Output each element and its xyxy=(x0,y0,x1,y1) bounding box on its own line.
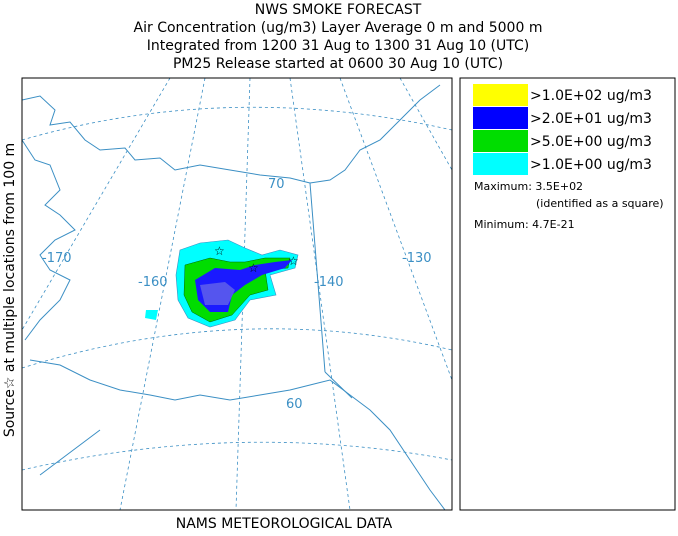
subtitle: Integrated from 1200 31 Aug to 1300 31 A… xyxy=(147,38,530,54)
legend-swatch xyxy=(473,107,528,129)
side-label: Source☆ at multiple locations from 100 m xyxy=(2,143,18,437)
map-label: 60 xyxy=(286,397,303,412)
legend-label: >5.0E+00 ug/m3 xyxy=(530,134,652,150)
legend: Maximum: 3.5E+02 (identified as a square… xyxy=(459,77,676,511)
map-label: -170 xyxy=(42,251,72,266)
map: ☆ ☆ ☆ -170 -160 -140 -130 70 60 xyxy=(21,77,453,511)
subtitle: PM25 Release started at 0600 30 Aug 10 (… xyxy=(173,56,503,72)
plume-cyan xyxy=(145,310,158,320)
header: NWS SMOKE FORECAST Air Concentration (ug… xyxy=(134,2,543,72)
map-frame xyxy=(21,77,453,511)
maximum: Maximum: 3.5E+02 xyxy=(474,180,583,193)
title: NWS SMOKE FORECAST xyxy=(255,2,422,18)
source-marker: ☆ xyxy=(248,261,259,275)
maximum-note: (identified as a square) xyxy=(536,197,664,210)
map-label: -130 xyxy=(402,251,432,266)
legend-swatch xyxy=(473,84,528,106)
legend-frame xyxy=(459,77,676,511)
legend-label: >1.0E+02 ug/m3 xyxy=(530,88,652,104)
source-marker: ☆ xyxy=(214,244,225,258)
plume-blue xyxy=(200,282,235,305)
subtitle: Air Concentration (ug/m3) Layer Average … xyxy=(134,20,543,36)
map-label: 70 xyxy=(268,177,285,192)
map-label: -160 xyxy=(138,275,168,290)
map-label: -140 xyxy=(314,275,344,290)
legend-swatch xyxy=(473,130,528,152)
legend-label: >1.0E+00 ug/m3 xyxy=(530,157,652,173)
minimum: Minimum: 4.7E-21 xyxy=(474,218,575,231)
legend-label: >2.0E+01 ug/m3 xyxy=(530,111,652,127)
source-marker: ☆ xyxy=(288,254,299,268)
legend-swatch xyxy=(473,153,528,175)
footer: NAMS METEOROLOGICAL DATA xyxy=(176,516,393,532)
